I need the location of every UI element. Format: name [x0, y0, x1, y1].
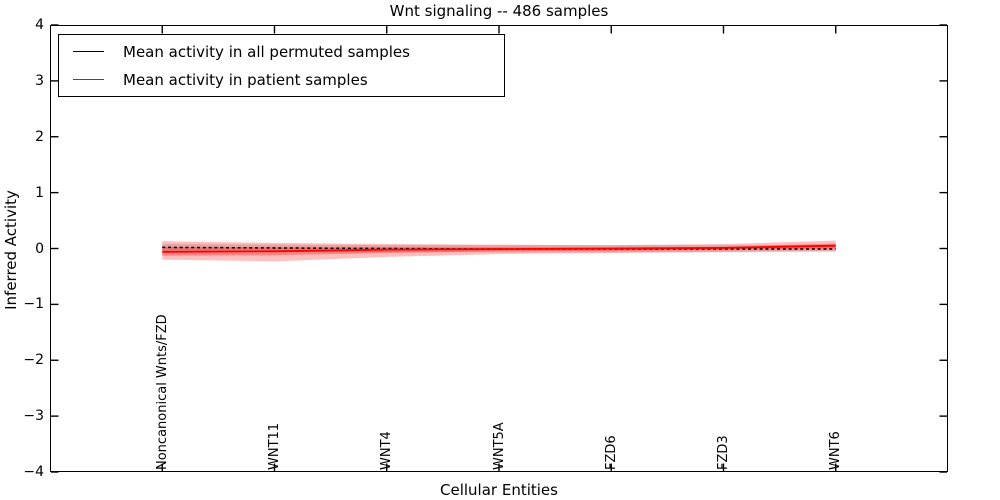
legend: Mean activity in all permuted samples Me…: [58, 34, 505, 97]
x-tick-label: WNT6: [828, 431, 844, 470]
y-tick-label: −3: [23, 408, 44, 425]
y-tick-label: 2: [35, 128, 44, 145]
legend-line-sample-permuted-icon: [73, 51, 104, 52]
legend-line-sample-patient-icon: [73, 79, 104, 80]
chart-title: Wnt signaling -- 486 samples: [389, 2, 609, 20]
y-tick-label: 0: [35, 240, 44, 257]
x-axis-label: Cellular Entities: [440, 481, 558, 499]
x-tick-label: WNT11: [267, 422, 282, 470]
legend-entry-label: Mean activity in patient samples: [123, 70, 368, 89]
legend-entry: Mean activity in all permuted samples: [69, 38, 494, 66]
x-tick-label: Noncanonical Wnts/FZD: [154, 314, 170, 470]
y-tick-label: 4: [35, 17, 44, 33]
x-tick-label: WNT4: [379, 431, 395, 470]
x-tick-label: FZD6: [603, 435, 619, 470]
x-tick-label: FZD3: [716, 435, 731, 470]
y-tick-label: −1: [23, 296, 44, 313]
x-tick-label: WNT5A: [491, 422, 507, 470]
legend-entry-label: Mean activity in all permuted samples: [123, 42, 410, 61]
y-tick-label: 3: [35, 72, 44, 89]
legend-entry: Mean activity in patient samples: [69, 66, 494, 94]
y-tick-label: −4: [23, 464, 44, 480]
y-tick-label: −2: [23, 352, 44, 369]
y-tick-label: 1: [35, 184, 44, 201]
